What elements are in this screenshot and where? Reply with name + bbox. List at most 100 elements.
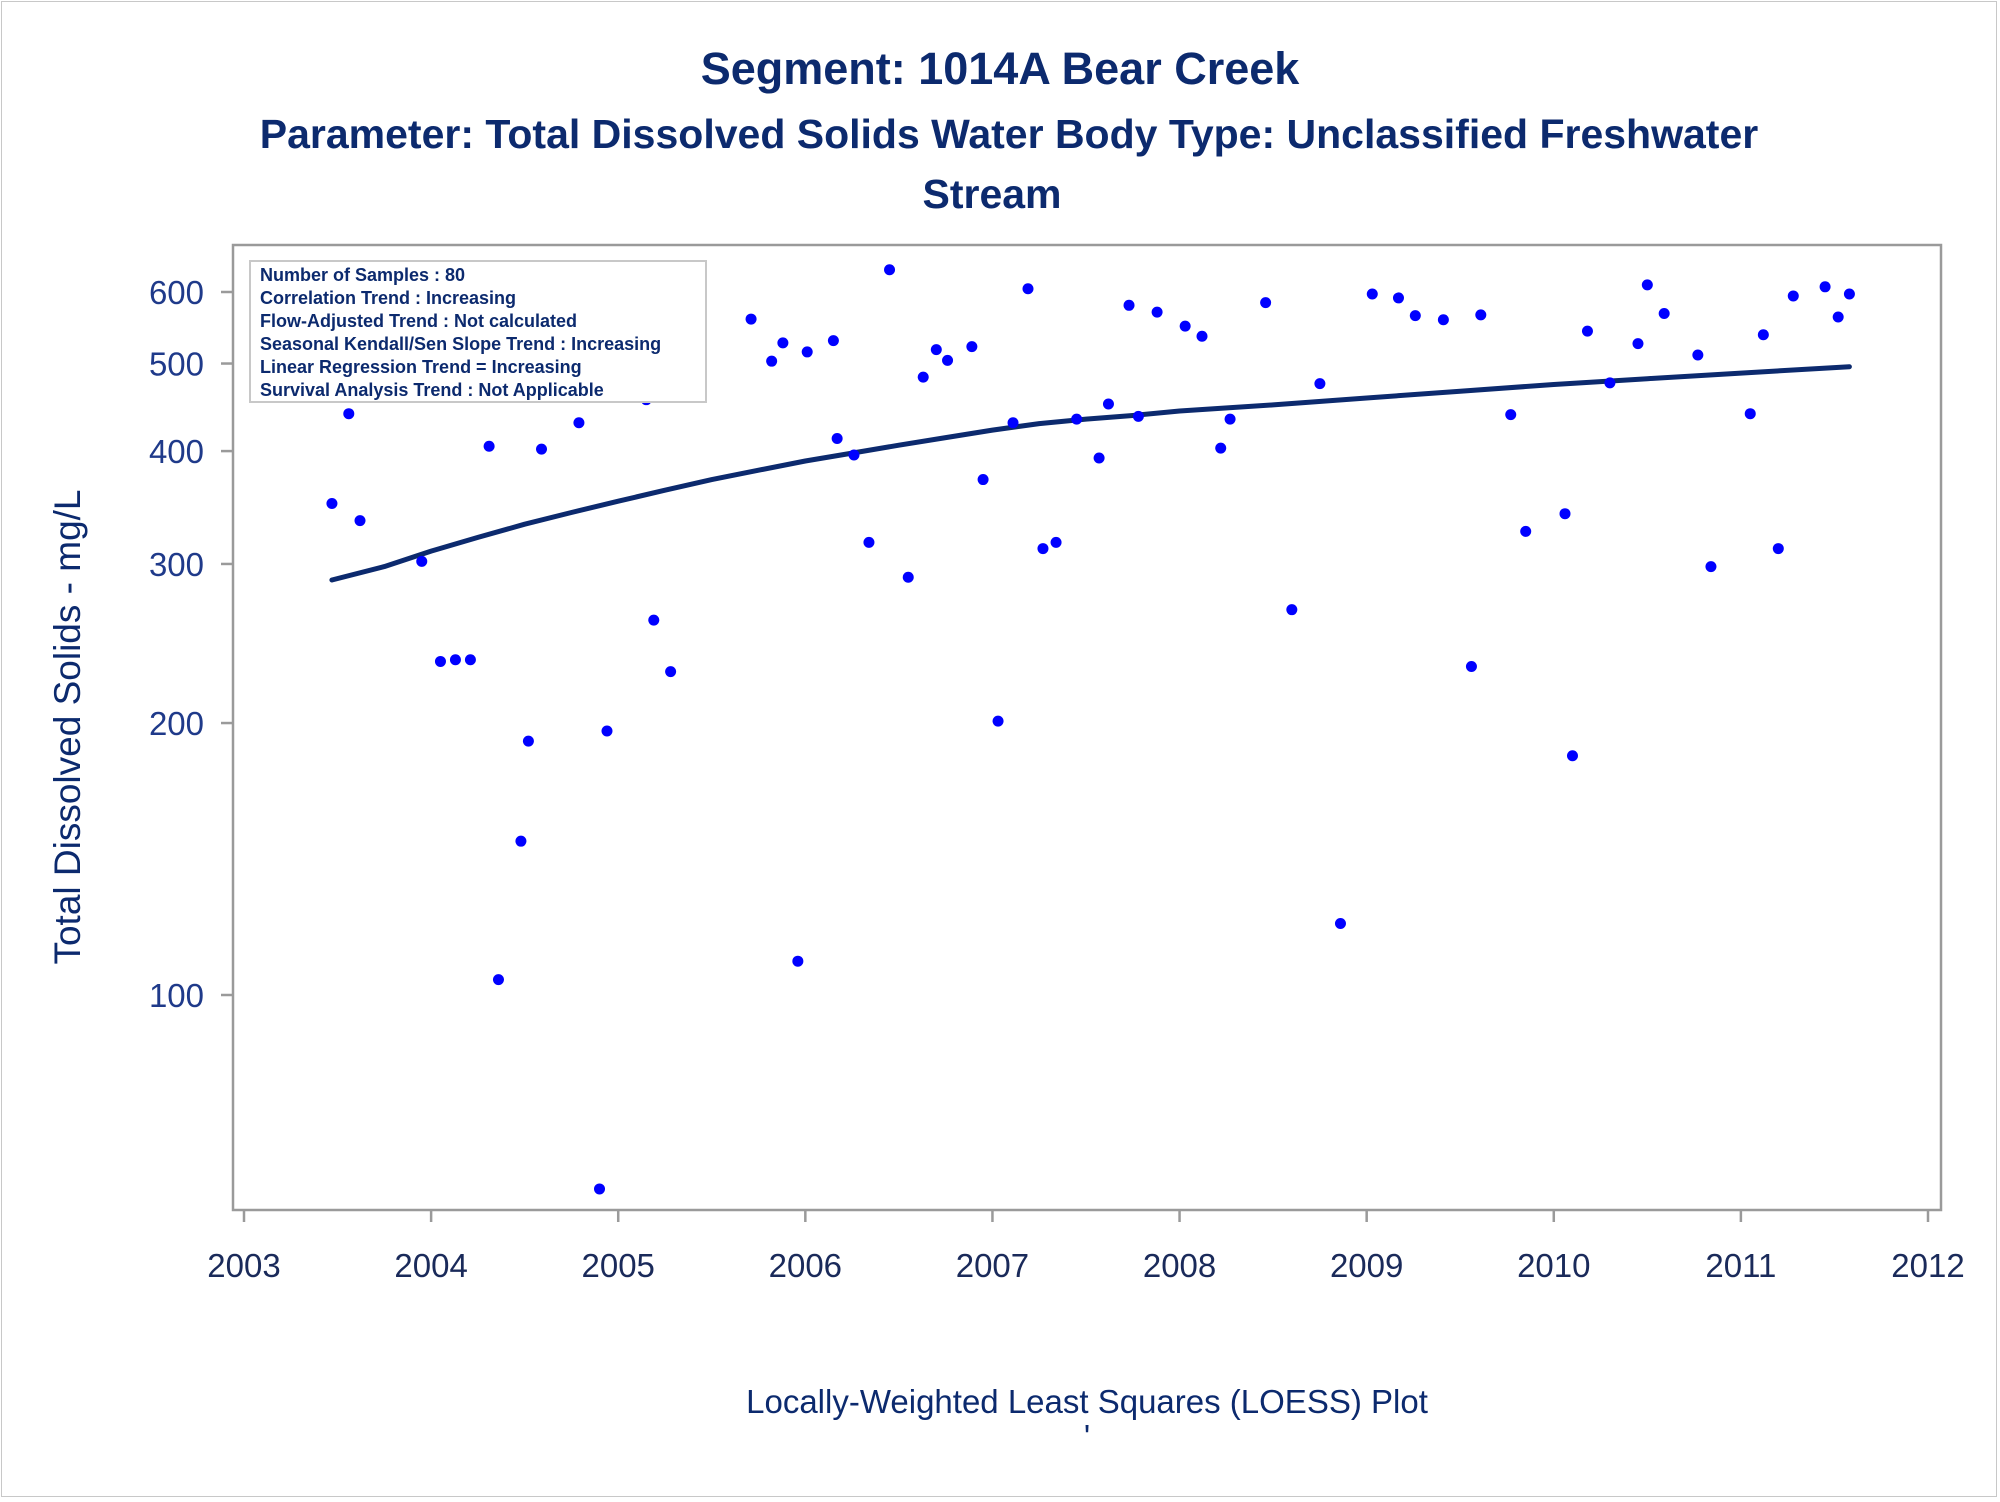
data-point xyxy=(1744,408,1756,420)
trend-summary-line: Linear Regression Trend = Increasing xyxy=(260,357,582,377)
data-point xyxy=(1437,314,1449,326)
data-point xyxy=(1505,409,1517,421)
data-point xyxy=(1123,299,1135,311)
plot-area xyxy=(231,243,1943,1212)
y-axis-label: Total Dissolved Solids - mg/L xyxy=(47,489,88,964)
data-point xyxy=(1757,329,1769,341)
x-tick-label: 2006 xyxy=(769,1247,842,1284)
data-point xyxy=(827,335,839,347)
data-point xyxy=(1037,543,1049,555)
data-point xyxy=(1604,377,1616,389)
data-point xyxy=(416,555,428,567)
data-point xyxy=(1215,442,1227,454)
data-point xyxy=(434,655,446,667)
trend-summary-line: Seasonal Kendall/Sen Slope Trend : Incre… xyxy=(260,334,661,354)
trend-summary-line: Correlation Trend : Increasing xyxy=(260,288,516,308)
data-point xyxy=(1705,561,1717,573)
data-point xyxy=(1843,288,1855,300)
data-point xyxy=(601,725,613,737)
data-point xyxy=(792,955,804,967)
data-point xyxy=(515,835,527,847)
x-tick-label: 2007 xyxy=(956,1247,1029,1284)
data-point xyxy=(1260,297,1272,309)
y-tick-label: 400 xyxy=(149,433,204,470)
x-tick-label: 2012 xyxy=(1891,1247,1964,1284)
data-point xyxy=(917,371,929,383)
data-point xyxy=(1179,320,1191,332)
data-point xyxy=(801,346,813,358)
trend-summary-box: Number of Samples : 80 Correlation Trend … xyxy=(249,260,707,403)
data-point xyxy=(1007,417,1019,429)
data-point xyxy=(831,433,843,445)
y-tick-label: 200 xyxy=(149,705,204,742)
data-point xyxy=(522,735,534,747)
data-point xyxy=(902,571,914,583)
loess-trend-line xyxy=(329,364,1852,583)
x-tick-label: 2010 xyxy=(1517,1247,1590,1284)
sample-points xyxy=(326,264,1855,1195)
data-point xyxy=(1832,311,1844,323)
data-point xyxy=(648,614,660,626)
data-point xyxy=(1559,508,1571,520)
data-point xyxy=(1692,349,1704,361)
y-tick-label: 500 xyxy=(149,346,204,383)
data-point xyxy=(1475,309,1487,321)
x-tick-label: 2008 xyxy=(1143,1247,1216,1284)
data-point xyxy=(1224,413,1236,425)
data-point xyxy=(1050,536,1062,548)
data-point xyxy=(1334,917,1346,929)
data-point xyxy=(992,715,1004,727)
x-tick-label: 2011 xyxy=(1705,1247,1776,1284)
x-tick-label: 2009 xyxy=(1330,1247,1403,1284)
x-tick-label: 2003 xyxy=(207,1247,280,1284)
data-point xyxy=(483,440,495,452)
data-point xyxy=(766,355,778,367)
data-point xyxy=(343,408,355,420)
data-point xyxy=(848,449,860,461)
data-point xyxy=(1581,325,1593,337)
data-point xyxy=(594,1183,606,1195)
data-point xyxy=(930,344,942,356)
data-point xyxy=(464,654,476,666)
trend-summary-line: Survival Analysis Trend : Not Applicable xyxy=(260,380,604,400)
x-axis: 2003 2004 2005 2006 2007 2008 2009 2010 2011 2012 xyxy=(207,1210,1965,1284)
data-point xyxy=(1314,378,1326,390)
x-tick-label: 2004 xyxy=(394,1247,467,1284)
data-point xyxy=(1151,306,1163,318)
data-point xyxy=(1022,283,1034,295)
data-point xyxy=(1392,292,1404,304)
data-point xyxy=(1520,525,1532,537)
data-point xyxy=(1132,410,1144,422)
data-point xyxy=(354,515,366,527)
data-point xyxy=(665,666,677,678)
footnote: Locally-Weighted Least Squares (LOESS) P… xyxy=(746,1383,1428,1420)
y-tick-label: 600 xyxy=(149,274,204,311)
data-point xyxy=(1196,330,1208,342)
data-point xyxy=(977,474,989,486)
data-point xyxy=(1772,543,1784,555)
data-point xyxy=(942,354,954,366)
footnote-mark: ' xyxy=(1084,1418,1090,1455)
data-point xyxy=(745,313,757,325)
data-point xyxy=(1465,661,1477,673)
data-point xyxy=(1286,604,1298,616)
y-axis: 100 200 300 400 500 600 xyxy=(149,274,233,1014)
y-tick-label: 100 xyxy=(149,977,204,1014)
data-point xyxy=(777,337,789,349)
data-point xyxy=(1366,288,1378,300)
chart-subtitle-line1: Parameter: Total Dissolved Solids Water … xyxy=(260,111,1758,157)
x-tick-label: 2005 xyxy=(582,1247,655,1284)
trend-summary-line: Number of Samples : 80 xyxy=(260,265,465,285)
data-point xyxy=(536,443,548,455)
data-point xyxy=(1819,281,1831,293)
data-point xyxy=(1409,310,1421,322)
trend-summary-line: Flow-Adjusted Trend : Not calculated xyxy=(260,311,577,331)
y-tick-label: 300 xyxy=(149,546,204,583)
data-point xyxy=(1102,398,1114,410)
data-point xyxy=(1093,452,1105,464)
data-point xyxy=(1566,750,1578,762)
data-point xyxy=(573,417,585,429)
chart-title: Segment: 1014A Bear Creek xyxy=(701,43,1301,94)
